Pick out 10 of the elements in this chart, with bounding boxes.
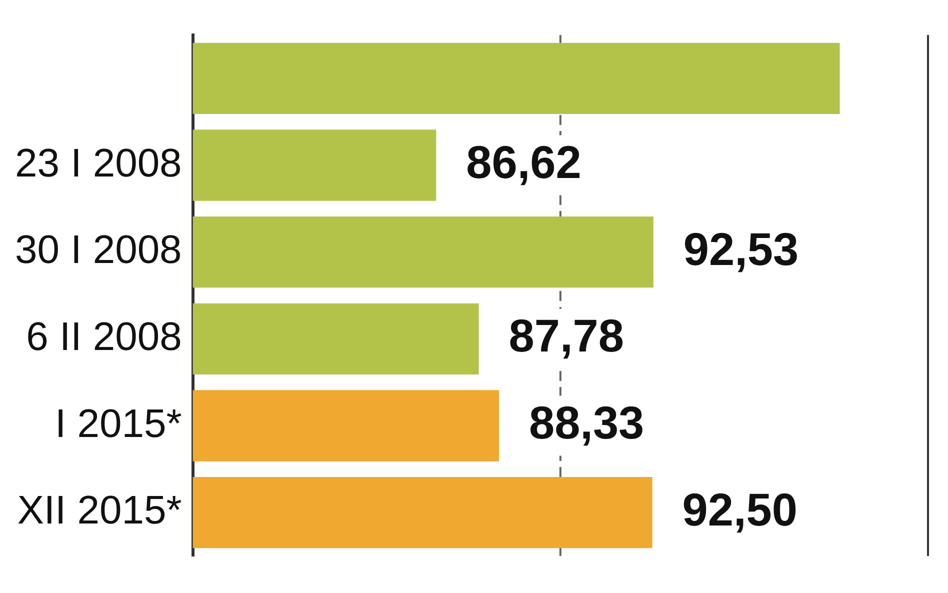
y-tick-label: 30 I 2008 (14, 228, 182, 272)
y-tick-label: XII 2015* (17, 488, 182, 533)
data-label: 88,33 (529, 396, 644, 448)
data-label: 86,62 (466, 136, 582, 188)
y-tick-label: 23 I 2008 (14, 141, 182, 186)
data-label: 92,53 (683, 222, 799, 275)
data-label: 87,78 (508, 310, 624, 362)
y-tick-label: I 2015* (55, 402, 182, 446)
y-tick-label: 6 II 2008 (26, 314, 182, 359)
data-label: 92,50 (682, 483, 798, 536)
